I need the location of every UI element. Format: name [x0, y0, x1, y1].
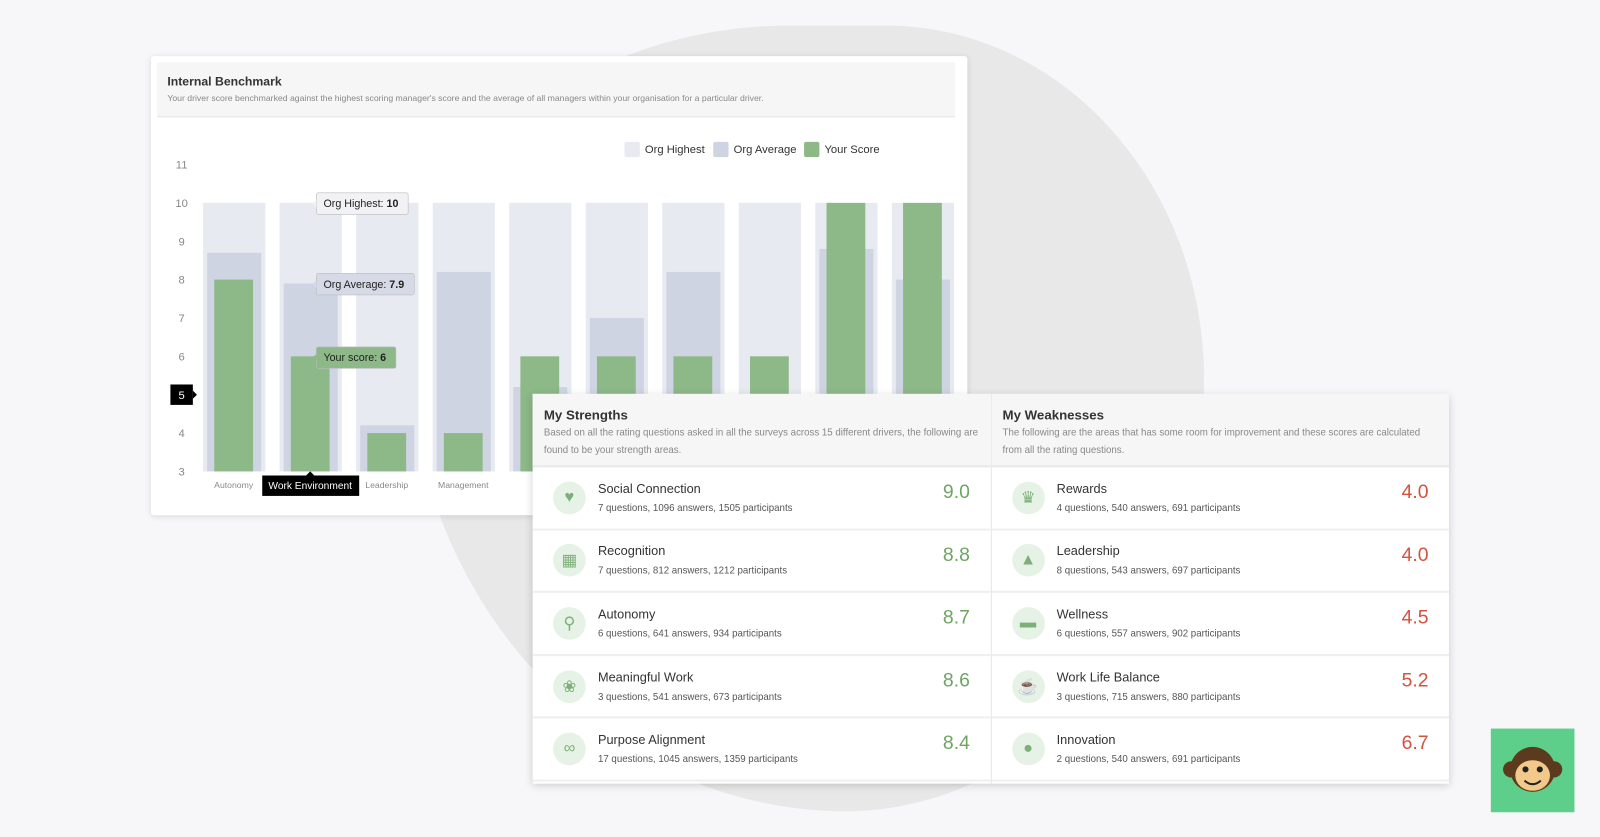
y-tick-label: 11	[176, 160, 188, 172]
weaknesses-item: ▬ Wellness 6 questions, 557 answers, 902…	[991, 593, 1449, 656]
strengths-item: ♥ Social Connection 7 questions, 1096 an…	[532, 467, 991, 531]
graduation-cap-icon: ▲	[1011, 544, 1045, 577]
x-label-highlight	[262, 475, 360, 496]
tooltip-org-average-text: Org Average: 7.9	[323, 279, 404, 291]
paw-icon: ❀	[553, 669, 586, 703]
legend-label[interactable]: Your Score	[824, 144, 879, 156]
y-tick-label: 10	[175, 198, 187, 210]
strengths-column: My Strengths Based on all the rating ques…	[532, 393, 992, 784]
y-tick-label: 4	[179, 428, 185, 440]
driver-name: Recognition	[597, 544, 666, 559]
weaknesses-title: My Weaknesses	[1002, 407, 1105, 423]
driver-stats: 7 questions, 812 answers, 1212 participa…	[597, 565, 788, 577]
driver-name: Leadership	[1056, 544, 1120, 559]
tooltip-your-score-text: Your score: 6	[323, 352, 386, 364]
bar-your-score[interactable]	[367, 433, 407, 472]
driver-stats: 4 questions, 540 answers, 691 participan…	[1056, 502, 1241, 515]
gift-icon: ▦	[553, 544, 586, 577]
walking-icon: ⚲	[553, 607, 586, 640]
legend-label[interactable]: Org Average	[734, 144, 797, 156]
coffee-icon: ☕	[1011, 669, 1045, 703]
driver-stats: 17 questions, 1045 answers, 1359 partici…	[597, 754, 798, 766]
driver-name: Social Connection	[597, 481, 701, 496]
driver-score: 8.7	[942, 607, 970, 629]
legend-swatch	[713, 141, 729, 158]
card-subtitle: Your driver score benchmarked against th…	[167, 92, 764, 104]
tooltip-org-highest-text: Org Highest: 10	[323, 198, 398, 210]
driver-stats: 6 questions, 641 answers, 934 participan…	[597, 628, 782, 640]
driver-stats: 7 questions, 1096 answers, 1505 particip…	[597, 502, 793, 515]
weaknesses-item: ☕ Work Life Balance 3 questions, 715 ans…	[991, 656, 1449, 719]
weaknesses-item: ● Innovation 2 questions, 540 answers, 6…	[991, 719, 1449, 782]
driver-stats: 2 questions, 540 answers, 691 participan…	[1056, 754, 1241, 766]
y-tick-label: 9	[179, 236, 185, 248]
bed-icon: ▬	[1011, 607, 1045, 640]
y-tick-label: 6	[179, 351, 185, 363]
driver-score: 9.0	[942, 481, 970, 504]
y-tick-highlight	[170, 384, 193, 405]
x-tick-label: Management	[438, 480, 489, 490]
y-tick-label: 8	[179, 275, 185, 287]
legend-swatch	[804, 141, 820, 158]
y-tick-label: 5	[179, 390, 185, 402]
driver-name: Innovation	[1056, 732, 1116, 748]
trophy-icon: ♛	[1011, 481, 1045, 515]
driver-stats: 8 questions, 543 answers, 697 participan…	[1056, 565, 1241, 577]
binoculars-icon: ∞	[553, 732, 586, 766]
driver-name: Wellness	[1056, 607, 1109, 622]
x-tick-label: Leadership	[365, 480, 408, 490]
y-tick-label: 3	[179, 467, 185, 479]
driver-stats: 3 questions, 715 answers, 880 participan…	[1056, 691, 1241, 703]
driver-name: Purpose Alignment	[597, 732, 706, 748]
x-tick-label: Work Environment	[268, 481, 352, 492]
bar-your-score[interactable]	[443, 433, 483, 472]
legend-label[interactable]: Org Highest	[645, 144, 706, 156]
x-tick-label: Autonomy	[214, 480, 254, 490]
driver-name: Work Life Balance	[1056, 669, 1160, 685]
driver-score: 5.2	[1401, 670, 1429, 692]
driver-score: 4.5	[1401, 607, 1429, 629]
bar-your-score[interactable]	[290, 356, 330, 472]
driver-score: 8.4	[942, 733, 970, 755]
driver-score: 6.7	[1401, 733, 1429, 755]
strengths-item: ⚲ Autonomy 6 questions, 641 answers, 934…	[532, 593, 991, 656]
weaknesses-description: The following are the areas that has som…	[1002, 427, 1421, 457]
strengths-item: ▦ Recognition 7 questions, 812 answers, …	[532, 530, 991, 594]
weaknesses-item: ▲ Leadership 8 questions, 543 answers, 6…	[991, 530, 1449, 594]
y-tick-label: 7	[179, 313, 185, 325]
legend-swatch	[624, 141, 640, 158]
bar-your-score[interactable]	[214, 279, 254, 472]
lightbulb-icon: ●	[1011, 732, 1045, 766]
driver-score: 8.6	[942, 670, 970, 692]
heart-icon: ♥	[553, 481, 586, 515]
monkey-logo	[1490, 728, 1575, 813]
card-title: Internal Benchmark	[167, 74, 282, 89]
driver-stats: 6 questions, 557 answers, 902 participan…	[1056, 628, 1241, 640]
driver-score: 4.0	[1401, 544, 1429, 566]
driver-name: Rewards	[1056, 481, 1107, 496]
weaknesses-column: My Weaknesses The following are the areas…	[991, 393, 1449, 784]
strengths-title: My Strengths	[543, 407, 628, 423]
strengths-description: Based on all the rating questions asked …	[543, 427, 979, 457]
driver-name: Meaningful Work	[597, 669, 694, 685]
driver-stats: 3 questions, 541 answers, 673 participan…	[597, 691, 782, 703]
card-header: Internal Benchmark Your driver score ben…	[157, 62, 956, 118]
weaknesses-item: ♛ Rewards 4 questions, 540 answers, 691 …	[991, 467, 1449, 531]
strengths-item: ∞ Purpose Alignment 17 questions, 1045 a…	[532, 719, 991, 782]
driver-name: Autonomy	[597, 607, 656, 622]
driver-score: 8.8	[942, 544, 970, 566]
strengths-item: ❀ Meaningful Work 3 questions, 541 answe…	[532, 656, 991, 719]
driver-score: 4.0	[1401, 481, 1429, 504]
strengths-weaknesses-panel: My Strengths Based on all the rating ques…	[532, 393, 1449, 784]
